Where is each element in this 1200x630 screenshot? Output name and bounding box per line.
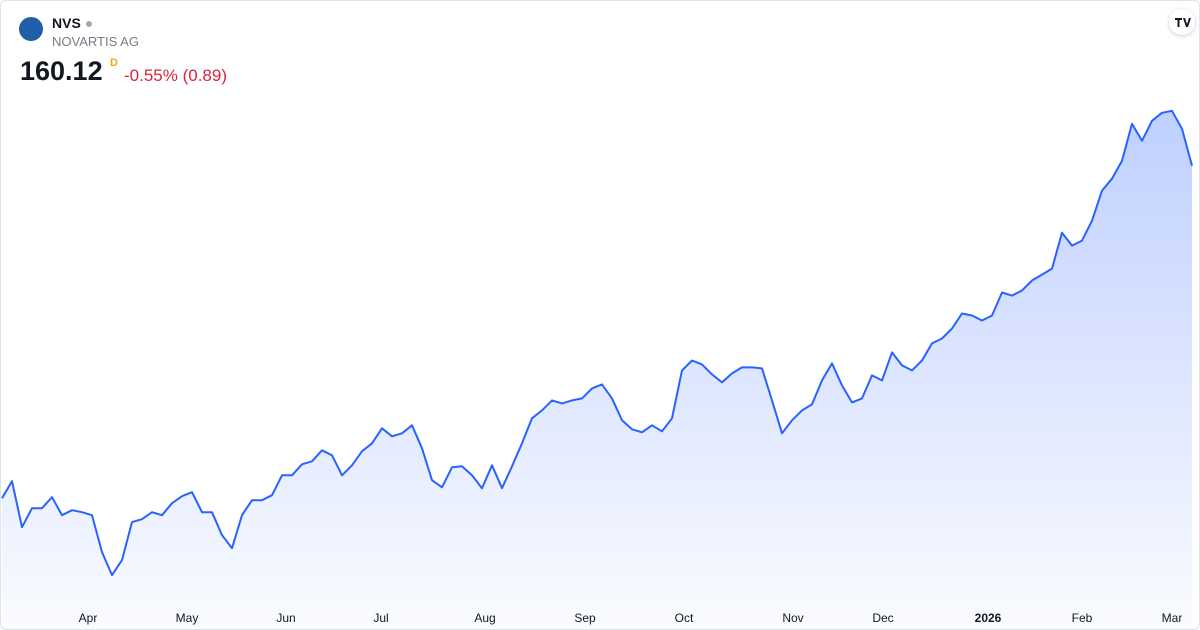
- status-dot: [85, 21, 92, 28]
- x-tick-label: May: [176, 611, 199, 625]
- x-tick-label: Jul: [373, 611, 388, 625]
- company-name: NOVARTIS AG: [52, 34, 139, 49]
- x-tick-label: Dec: [872, 611, 893, 625]
- x-tick-label: 2026: [975, 611, 1002, 625]
- x-tick-label: Apr: [79, 611, 98, 625]
- price: 160.12: [20, 56, 103, 86]
- brand-button[interactable]: [1169, 9, 1195, 35]
- price-line: [1, 109, 1193, 577]
- symbol: NVS: [52, 15, 92, 31]
- brand-icon: [1175, 18, 1191, 27]
- delay-flag: D: [110, 57, 118, 69]
- area-fill: [2, 110, 1192, 629]
- price-change: -0.55% (0.89): [124, 66, 227, 85]
- x-tick-label: Feb: [1072, 611, 1093, 625]
- x-tick-label: Sep: [574, 611, 596, 625]
- x-tick-label: Aug: [474, 611, 495, 625]
- x-tick-label: Oct: [675, 611, 694, 625]
- x-tick-label: Nov: [782, 611, 803, 625]
- x-tick-label: Jun: [276, 611, 295, 625]
- x-tick-label: Mar: [1162, 611, 1183, 625]
- symbol-text: NVS: [52, 15, 81, 31]
- logo: [19, 17, 43, 41]
